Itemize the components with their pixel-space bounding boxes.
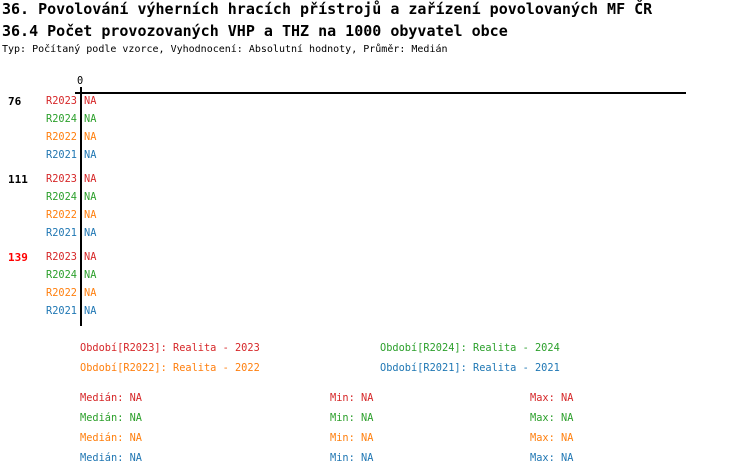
series-label: R2022 (46, 209, 77, 221)
stat-min: Min: NA (330, 452, 374, 464)
series-label: R2023 (46, 173, 77, 185)
stat-median: Medián: NA (80, 412, 142, 424)
stat-min: Min: NA (330, 392, 374, 404)
bar-value: NA (84, 227, 97, 239)
bar-value: NA (84, 209, 97, 221)
series-label: R2022 (46, 287, 77, 299)
chart-info: Typ: Počítaný podle vzorce, Vyhodnocení:… (2, 44, 448, 55)
y-axis-line (80, 87, 82, 326)
series-label: R2023 (46, 95, 77, 107)
legend-item: Období[R2023]: Realita - 2023 (80, 342, 260, 354)
chart-subtitle: 36.4 Počet provozovaných VHP a THZ na 10… (2, 22, 508, 40)
group-label: 139 (8, 251, 28, 264)
series-label: R2021 (46, 305, 77, 317)
group-label: 76 (8, 95, 22, 108)
bar-value: NA (84, 287, 97, 299)
bar-value: NA (84, 173, 97, 185)
bar-value: NA (84, 191, 97, 203)
series-label: R2024 (46, 191, 77, 203)
x-tick-0: 0 (77, 75, 84, 87)
bar-value: NA (84, 113, 97, 125)
series-label: R2021 (46, 227, 77, 239)
series-label: R2023 (46, 251, 77, 263)
stat-median: Medián: NA (80, 452, 142, 464)
legend-item: Období[R2021]: Realita - 2021 (380, 362, 560, 374)
stat-max: Max: NA (530, 412, 574, 424)
stat-min: Min: NA (330, 432, 374, 444)
bar-value: NA (84, 269, 97, 281)
bar-value: NA (84, 131, 97, 143)
stat-max: Max: NA (530, 452, 574, 464)
bar-value: NA (84, 149, 97, 161)
series-label: R2024 (46, 269, 77, 281)
stat-max: Max: NA (530, 432, 574, 444)
stat-max: Max: NA (530, 392, 574, 404)
legend-item: Období[R2024]: Realita - 2024 (380, 342, 560, 354)
bar-value: NA (84, 251, 97, 263)
group-label: 111 (8, 173, 28, 186)
stat-min: Min: NA (330, 412, 374, 424)
stat-median: Medián: NA (80, 392, 142, 404)
chart-title: 36. Povolování výherních hracích přístro… (2, 0, 653, 18)
series-label: R2022 (46, 131, 77, 143)
bar-value: NA (84, 95, 97, 107)
series-label: R2021 (46, 149, 77, 161)
stat-median: Medián: NA (80, 432, 142, 444)
legend-item: Období[R2022]: Realita - 2022 (80, 362, 260, 374)
bar-value: NA (84, 305, 97, 317)
x-axis-line (75, 92, 686, 94)
series-label: R2024 (46, 113, 77, 125)
